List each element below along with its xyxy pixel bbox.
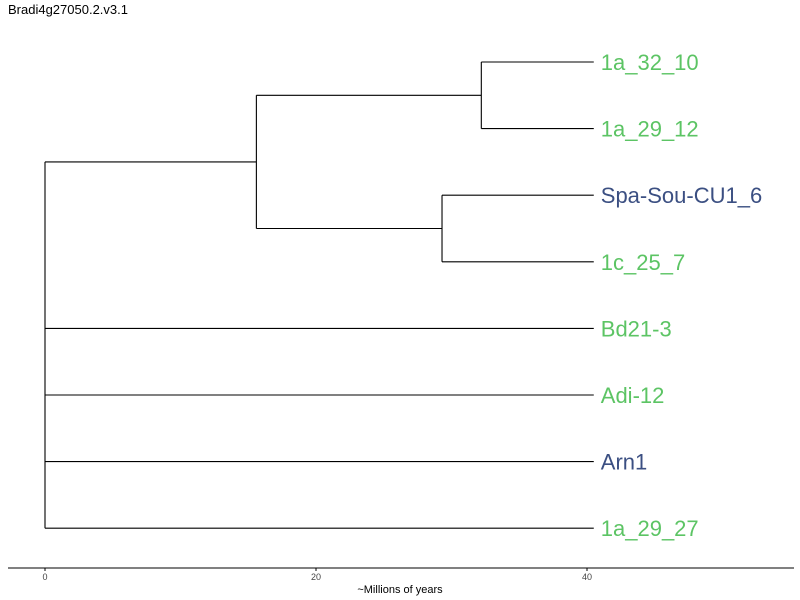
leaf-label: 1a_29_12 (601, 117, 699, 142)
leaf-label: Bd21-3 (601, 316, 672, 341)
leaf-label: Spa-Sou-CU1_6 (601, 183, 762, 208)
x-axis-ticks: 0 20 40 (42, 568, 592, 582)
x-tick-label: 20 (311, 572, 321, 582)
leaf-label: 1c_25_7 (601, 250, 685, 275)
tree-branches (44, 61, 594, 529)
leaf-labels: 1a_32_10 1a_29_12 Spa-Sou-CU1_6 1c_25_7 Bd21… (601, 50, 762, 541)
plot-title: Bradi4g27050.2.v3.1 (8, 2, 128, 17)
x-axis-label: ~Millions of years (357, 584, 443, 596)
x-tick-label: 40 (582, 572, 592, 582)
leaf-label: 1a_32_10 (601, 50, 699, 75)
leaf-label: Adi-12 (601, 383, 665, 408)
x-tick-label: 0 (42, 572, 47, 582)
leaf-label: 1a_29_27 (601, 516, 699, 541)
leaf-label: Arn1 (601, 450, 647, 475)
